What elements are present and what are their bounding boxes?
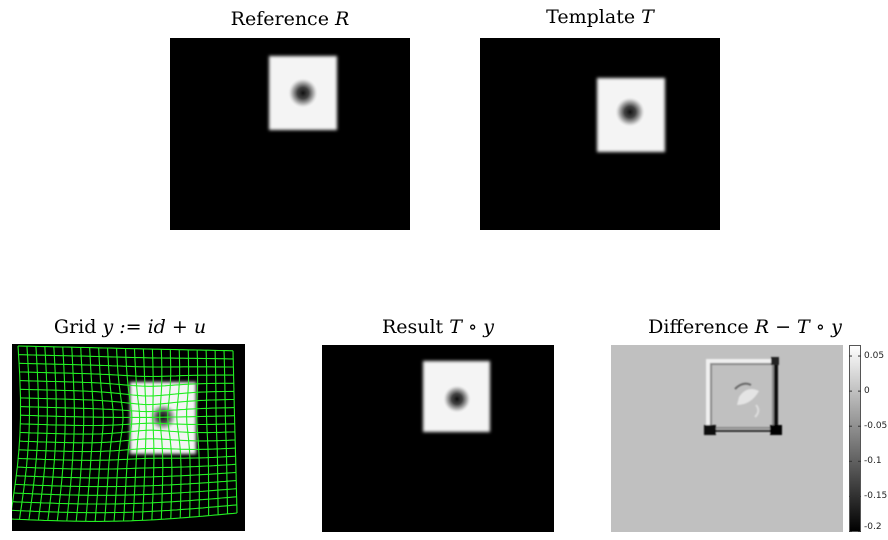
reference-title-text: Reference [230,8,329,30]
grid-column-line [141,348,147,521]
grid-column-line [132,348,141,521]
grid-column-line [75,347,85,522]
grid-column-line [85,347,94,522]
grid-row-line [19,429,235,435]
colorbar-tick-label: -0.1 [864,456,882,467]
grid-column-line [94,347,104,522]
colorbar-tick-label: -0.2 [864,522,882,532]
reference-title: Reference R [170,8,410,30]
template-dot [614,96,646,128]
grid-row-line [20,388,234,397]
grid-column-line [167,349,173,519]
grid-column-line [176,349,182,519]
grid-row-line [19,438,236,444]
grid-column-line [28,346,39,520]
reference-symbol: R [335,8,350,30]
grid-column-line [223,350,229,514]
difference-image-svg [704,357,782,435]
grid-column-line [66,347,75,522]
grid-image [12,344,245,531]
grid-formula: y := id + u [102,316,207,338]
grid-row-line [20,414,235,418]
template-image-svg [597,78,665,152]
grid-row-line [20,406,235,413]
difference-title-text: Difference [648,316,749,338]
reference-image-svg [269,56,337,130]
grid-column-line [214,350,219,515]
template-image [480,38,720,230]
result-image [322,345,554,532]
deformation-grid [12,345,238,522]
grid-row-line [20,397,235,406]
reference-dot [287,77,319,109]
grid-column-line [186,349,191,518]
colorbar-tick-label: -0.15 [864,491,888,502]
grid-column-line [47,346,57,521]
colorbar: 0.05 0 -0.05 -0.1 -0.15 -0.2 [849,345,888,532]
grid-column-line [122,348,133,522]
template-symbol: T [641,6,654,28]
reference-image [170,38,410,230]
grid-column-line [151,349,155,520]
grid-column-line [56,346,66,521]
colorbar-bar [849,345,861,532]
colorbar-tick-label: 0.05 [864,351,885,362]
result-title-text: Result [381,316,444,338]
grid-row-line [18,447,236,453]
grid-row-line [19,380,234,387]
grid-column-line [113,348,124,522]
colorbar-tick-label: -0.05 [864,421,888,432]
grid-title: Grid y := id + u [5,316,255,338]
grid-column-line [104,347,114,522]
grid-column-line [196,350,200,517]
difference-formula: R − T ∘ y [754,316,842,338]
difference-title: Difference R − T ∘ y [620,316,870,338]
result-image-svg [423,361,490,432]
grid-title-text: Grid [53,316,97,338]
result-title: Result T ∘ y [322,316,554,338]
grid-column-line [205,350,210,516]
template-title: Template T [480,6,720,28]
grid-column-line [18,346,31,520]
colorbar-tick-label: 0 [864,386,870,397]
grid-image-svg [12,345,238,522]
grid-column-line [37,346,48,521]
template-title-text: Template [546,6,636,28]
difference-artifact [704,357,782,435]
grid-row-line [20,422,235,427]
grid-column-line [12,345,22,510]
result-dot [442,384,472,414]
grid-column-line [159,349,164,520]
result-formula: T ∘ y [449,316,495,338]
grid-column-line [232,350,238,514]
difference-image [611,345,843,532]
